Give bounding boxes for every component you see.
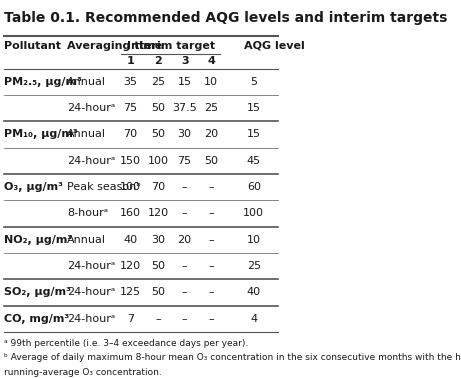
Text: 1: 1 xyxy=(126,56,134,66)
Text: Averaging time: Averaging time xyxy=(67,41,162,51)
Text: ᵃ 99th percentile (i.e. 3–4 exceedance days per year).: ᵃ 99th percentile (i.e. 3–4 exceedance d… xyxy=(4,339,248,347)
Text: 40: 40 xyxy=(123,235,137,245)
Text: 70: 70 xyxy=(151,182,165,192)
Text: 25: 25 xyxy=(151,77,165,87)
Text: 15: 15 xyxy=(247,130,261,139)
Text: 25: 25 xyxy=(247,261,261,271)
Text: 50: 50 xyxy=(151,261,165,271)
Text: 125: 125 xyxy=(120,287,141,297)
Text: 75: 75 xyxy=(177,156,192,166)
Text: –: – xyxy=(182,208,188,218)
Text: 15: 15 xyxy=(247,103,261,113)
Text: 75: 75 xyxy=(123,103,137,113)
Text: NO₂, μg/m³: NO₂, μg/m³ xyxy=(4,235,72,245)
Text: 24‑hourᵃ: 24‑hourᵃ xyxy=(67,287,115,297)
Text: O₃, μg/m³: O₃, μg/m³ xyxy=(4,182,63,192)
Text: PM₁₀, μg/m³: PM₁₀, μg/m³ xyxy=(4,130,78,139)
Text: 50: 50 xyxy=(151,103,165,113)
Text: –: – xyxy=(182,261,188,271)
Text: 120: 120 xyxy=(148,208,169,218)
Text: 40: 40 xyxy=(247,287,261,297)
Text: 24‑hourᵃ: 24‑hourᵃ xyxy=(67,103,115,113)
Text: –: – xyxy=(182,182,188,192)
Text: Pollutant: Pollutant xyxy=(4,41,61,51)
Text: CO, mg/m³: CO, mg/m³ xyxy=(4,314,70,324)
Text: 24‑hourᵃ: 24‑hourᵃ xyxy=(67,314,115,324)
Text: –: – xyxy=(208,235,214,245)
Text: 50: 50 xyxy=(151,130,165,139)
Text: Annual: Annual xyxy=(67,235,106,245)
Text: 8‑hourᵃ: 8‑hourᵃ xyxy=(67,208,108,218)
Text: Table 0.1. Recommended AQG levels and interim targets: Table 0.1. Recommended AQG levels and in… xyxy=(4,11,448,25)
Text: 3: 3 xyxy=(181,56,189,66)
Text: 160: 160 xyxy=(120,208,141,218)
Text: 45: 45 xyxy=(247,156,261,166)
Text: –: – xyxy=(182,314,188,324)
Text: 24‑hourᵃ: 24‑hourᵃ xyxy=(67,261,115,271)
Text: PM₂.₅, μg/m³: PM₂.₅, μg/m³ xyxy=(4,77,82,87)
Text: 10: 10 xyxy=(204,77,218,87)
Text: 4: 4 xyxy=(250,314,257,324)
Text: –: – xyxy=(208,287,214,297)
Text: 100: 100 xyxy=(243,208,264,218)
Text: 5: 5 xyxy=(250,77,257,87)
Text: 70: 70 xyxy=(123,130,137,139)
Text: –: – xyxy=(182,287,188,297)
Text: 35: 35 xyxy=(123,77,137,87)
Text: 50: 50 xyxy=(204,156,218,166)
Text: –: – xyxy=(208,208,214,218)
Text: 20: 20 xyxy=(204,130,218,139)
Text: –: – xyxy=(208,314,214,324)
Text: 100: 100 xyxy=(120,182,141,192)
Text: 150: 150 xyxy=(120,156,141,166)
Text: 30: 30 xyxy=(151,235,165,245)
Text: 30: 30 xyxy=(177,130,192,139)
Text: SO₂, μg/m³: SO₂, μg/m³ xyxy=(4,287,71,297)
Text: 2: 2 xyxy=(154,56,162,66)
Text: 20: 20 xyxy=(177,235,192,245)
Text: running-average O₃ concentration.: running-average O₃ concentration. xyxy=(4,368,162,377)
Text: –: – xyxy=(208,182,214,192)
Text: Interim target: Interim target xyxy=(128,41,216,51)
Text: 120: 120 xyxy=(120,261,141,271)
Text: 50: 50 xyxy=(151,287,165,297)
Text: 60: 60 xyxy=(247,182,261,192)
Text: 25: 25 xyxy=(204,103,218,113)
Text: –: – xyxy=(208,261,214,271)
Text: AQG level: AQG level xyxy=(244,41,305,51)
Text: 7: 7 xyxy=(127,314,134,324)
Text: Annual: Annual xyxy=(67,130,106,139)
Text: 37.5: 37.5 xyxy=(172,103,197,113)
Text: 100: 100 xyxy=(148,156,169,166)
Text: 10: 10 xyxy=(247,235,261,245)
Text: Peak seasonᵇ: Peak seasonᵇ xyxy=(67,182,141,192)
Text: 4: 4 xyxy=(207,56,215,66)
Text: –: – xyxy=(155,314,161,324)
Text: Annual: Annual xyxy=(67,77,106,87)
Text: 15: 15 xyxy=(177,77,192,87)
Text: 24‑hourᵃ: 24‑hourᵃ xyxy=(67,156,115,166)
Text: ᵇ Average of daily maximum 8-hour mean O₃ concentration in the six consecutive m: ᵇ Average of daily maximum 8-hour mean O… xyxy=(4,353,461,362)
